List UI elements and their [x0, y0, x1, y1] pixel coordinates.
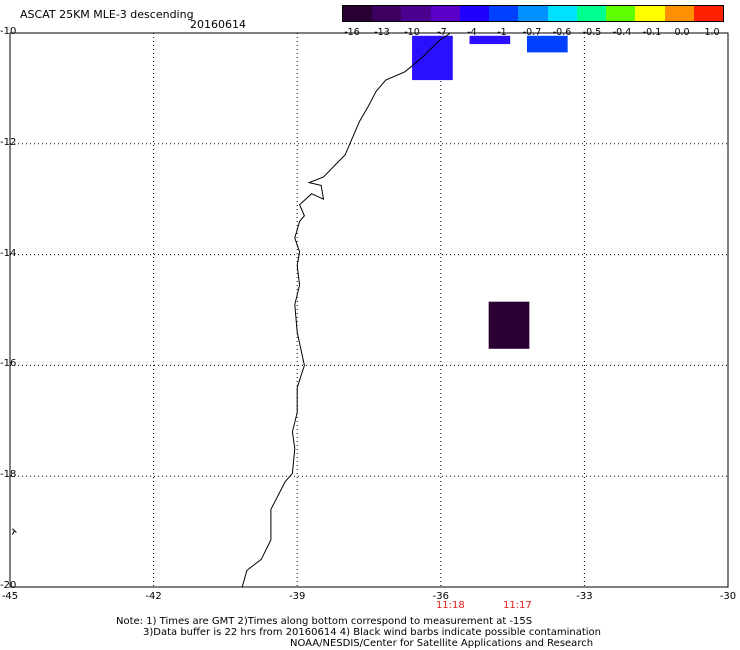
- lat-label: -16: [0, 358, 17, 370]
- lat-label: -18: [0, 469, 17, 481]
- colorbar-segment: [635, 6, 666, 21]
- axis-ticks: [11, 528, 17, 535]
- note-line-3: NOAA/NESDIS/Center for Satellite Applica…: [290, 638, 594, 649]
- colorbar-segment: [430, 6, 461, 21]
- data-cells: [412, 35, 568, 349]
- colorbar-segment: [693, 6, 724, 21]
- colorbar-segment: [518, 6, 549, 21]
- lon-label: -45: [1, 591, 19, 602]
- note-line-1: Note: 1) Times are GMT 2)Times along bot…: [116, 616, 533, 627]
- lat-label: -14: [0, 247, 17, 259]
- colorbar-segment: [547, 6, 578, 21]
- colorbar-segment: [372, 6, 402, 21]
- map-date: 20160614: [190, 18, 246, 31]
- note-line-2: 3)Data buffer is 22 hrs from 20160614 4)…: [143, 627, 601, 638]
- plot-frame: [9, 32, 729, 588]
- colorbar-segment: [664, 6, 695, 21]
- colorbar-segment: [489, 6, 519, 21]
- colorbar-segment: [576, 6, 607, 21]
- lon-label: -33: [576, 591, 593, 602]
- data-cell: [488, 301, 530, 349]
- colorbar-segment: [343, 6, 373, 21]
- lon-label: -30: [719, 591, 737, 602]
- lat-label: -12: [0, 136, 17, 148]
- gridlines: [9, 32, 729, 588]
- coastline: [241, 32, 451, 588]
- time-label: 11:17: [502, 600, 532, 611]
- colorbar-segment: [401, 6, 432, 21]
- lat-label: -10: [0, 26, 17, 37]
- map-title: ASCAT 25KM MLE-3 descending: [20, 8, 194, 21]
- data-cell: [469, 35, 511, 45]
- lon-label: -39: [289, 591, 306, 602]
- data-cell: [526, 35, 568, 53]
- lat-label: -20: [0, 580, 17, 591]
- colorbar-segment: [459, 6, 490, 21]
- lon-label: -42: [145, 591, 162, 602]
- data-cell: [412, 35, 453, 81]
- island-mark: [11, 528, 17, 535]
- time-label: 11:18: [435, 600, 465, 611]
- colorbar-segment: [606, 6, 636, 21]
- lon-label: -36: [432, 591, 449, 602]
- colorbar: [342, 5, 724, 22]
